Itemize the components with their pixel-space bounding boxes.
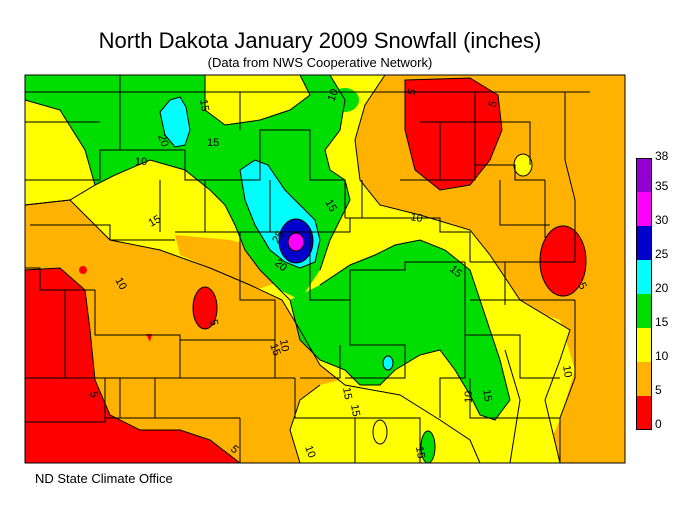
legend-swatch — [636, 328, 652, 362]
legend-tick: 5 — [655, 383, 662, 397]
contour-label: 15 — [340, 386, 354, 400]
map-frame — [24, 74, 626, 464]
map-subtitle: (Data from NWS Cooperative Network) — [207, 55, 433, 70]
legend-tick: 0 — [655, 417, 662, 431]
zone-red-central — [193, 287, 217, 329]
legend-swatch — [636, 226, 652, 260]
legend-swatch — [636, 294, 652, 328]
legend-tick: 38 — [655, 149, 669, 163]
contour-label: 20 — [155, 133, 170, 149]
legend-swatch — [636, 260, 652, 294]
legend-tick: 25 — [655, 247, 669, 261]
contour-label: 5 — [406, 87, 419, 97]
contour-label: 15 — [197, 98, 211, 112]
contour-label: 15 — [413, 445, 427, 459]
contour-label: 15 — [267, 342, 282, 358]
contour-label: 15 — [322, 198, 339, 215]
zone-cyan-spot — [383, 356, 393, 370]
legend-tick: 35 — [655, 179, 669, 193]
contour-label: 10 — [560, 364, 574, 378]
contour-label: 10 — [302, 444, 317, 460]
contour-label: 10 — [326, 87, 341, 103]
contour-label: 10 — [409, 211, 423, 225]
contour-label: 10 — [135, 156, 147, 168]
zone-yellow-southeast — [500, 300, 575, 463]
zone-red-southwest — [25, 268, 240, 463]
legend-swatch — [636, 362, 652, 396]
legend-tick: 20 — [655, 281, 669, 295]
contour-label: 25 — [270, 229, 287, 246]
zone-red-northeast — [405, 78, 502, 190]
legend-tick: 15 — [655, 315, 669, 329]
zone-yellow-northcentral — [205, 75, 310, 125]
contour-label: 5 — [207, 318, 220, 326]
zone-yellow-east-spot — [514, 154, 532, 176]
zone-green-central — [290, 240, 510, 420]
contour-label: 15 — [147, 213, 164, 230]
legend-swatch — [636, 192, 652, 226]
contour-label: 5 — [87, 390, 100, 398]
contour-label: 10 — [277, 338, 291, 352]
contour-label: 10 — [463, 391, 475, 403]
contour-label: 5 — [487, 99, 500, 109]
legend-tick: 10 — [655, 349, 669, 363]
source-credit: ND State Climate Office — [35, 471, 173, 486]
contour-label: 15 — [348, 403, 362, 417]
zone-red-spot — [79, 266, 87, 274]
legend-swatch — [636, 158, 652, 192]
legend-swatch — [636, 396, 652, 430]
contour-label: 15 — [207, 137, 219, 149]
legend-tick: 30 — [655, 213, 669, 227]
zone-cyan-north — [160, 97, 190, 147]
contour-label: 10 — [112, 276, 129, 293]
zone-yellow-west — [25, 100, 95, 205]
contour-label: 5 — [575, 281, 588, 292]
map-title: North Dakota January 2009 Snowfall (inch… — [98, 28, 542, 53]
zone-green-south-spot — [421, 431, 435, 463]
zone-red-spot-2 — [146, 334, 152, 342]
color-legend: 38 35 30 25 20 15 10 5 0 — [636, 149, 696, 430]
county-boundaries — [25, 75, 590, 463]
contour-label: 15 — [480, 388, 494, 402]
contour-lines — [24, 74, 587, 464]
zone-magenta — [288, 233, 304, 251]
